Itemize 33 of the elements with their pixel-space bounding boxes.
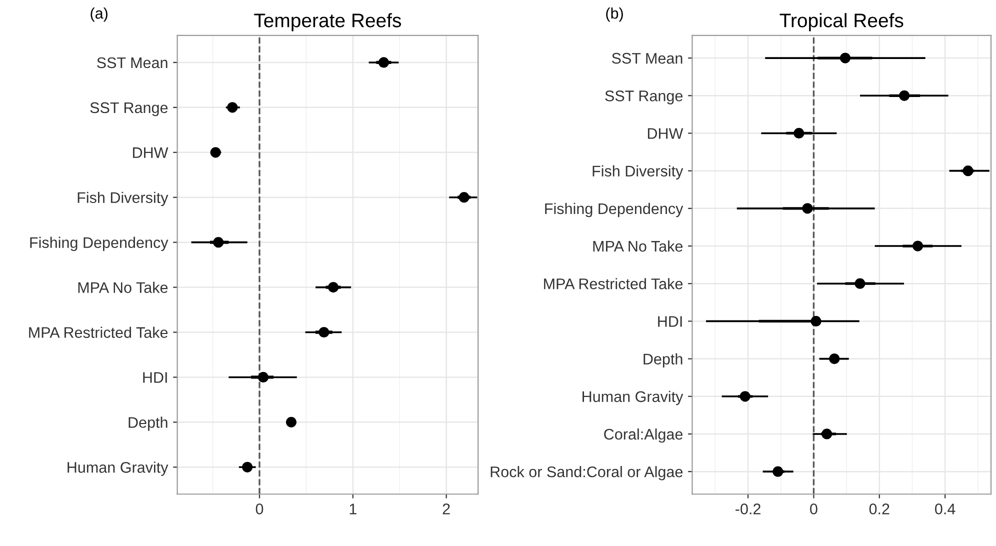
y-tick-label: Fishing Dependency xyxy=(30,236,168,252)
y-tick-label: MPA No Take xyxy=(78,282,168,293)
y-tick-label: SST Mean xyxy=(612,52,682,64)
x-tick-label: 2 xyxy=(442,504,450,514)
y-tick-label: Human Gravity xyxy=(582,390,684,406)
y-tick-label: DHW xyxy=(648,128,684,139)
x-tick-label: 0.2 xyxy=(869,504,890,514)
y-tick-label: Fish Diversity xyxy=(592,165,684,180)
y-tick-label: HDI xyxy=(143,372,167,383)
y-tick-label: Depth xyxy=(128,416,168,431)
y-tick-label: Rock or Sand:Coral or Algae xyxy=(490,466,683,480)
text: (a) xyxy=(90,7,108,22)
y-tick-label: SST Range xyxy=(605,90,683,104)
x-tick-label: 0 xyxy=(810,504,818,514)
y-tick-label: Human Gravity xyxy=(68,462,168,476)
x-tick-label: 0 xyxy=(256,504,264,514)
x-tick-label: 0.4 xyxy=(935,504,956,514)
x-tick-label: 1 xyxy=(350,504,356,514)
y-tick-label: Coral:Algae xyxy=(604,428,683,443)
y-tick-label: HDI xyxy=(658,316,682,327)
chart-title: Tropical Reefs xyxy=(780,13,904,32)
y-tick-label: Fish Diversity xyxy=(78,192,168,206)
y-tick-label: MPA Restricted Take xyxy=(544,278,683,290)
y-tick-label: SST Mean xyxy=(97,57,168,68)
y-tick-label: SST Range xyxy=(90,102,168,116)
y-tick-label: Fishing Dependency xyxy=(545,202,684,218)
y-tick-label: Depth xyxy=(644,353,682,368)
y-tick-label: DHW xyxy=(133,147,168,158)
chart-title: Temperate Reefs xyxy=(254,13,402,32)
y-tick-label: MPA Restricted Take xyxy=(29,326,168,338)
x-tick-label: -0.2 xyxy=(736,504,760,514)
text: (b) xyxy=(606,7,623,22)
y-tick-label: MPA No Take xyxy=(593,240,683,252)
